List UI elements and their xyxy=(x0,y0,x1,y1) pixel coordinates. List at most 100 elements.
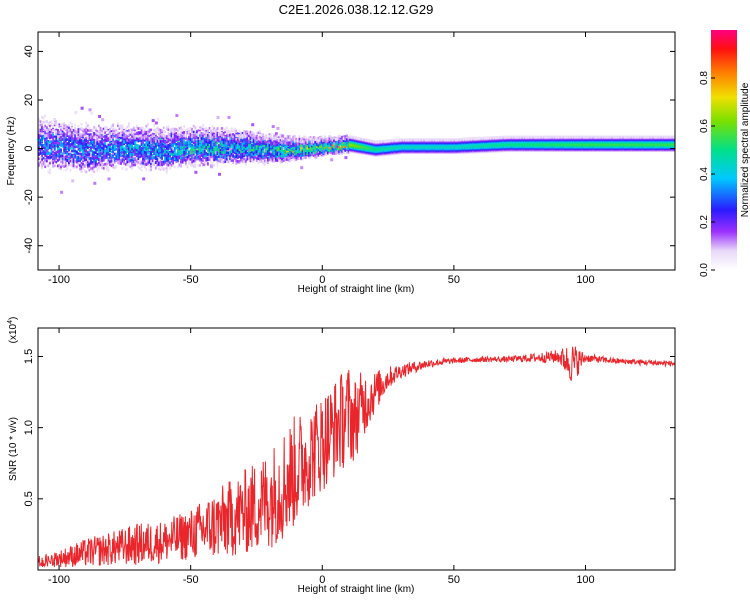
heatmap-cell xyxy=(178,129,181,132)
heatmap-cell xyxy=(259,131,261,135)
heatmap-cell xyxy=(90,146,92,149)
heatmap-cell xyxy=(243,146,246,149)
heatmap-cell xyxy=(64,159,67,163)
heatmap-cell xyxy=(252,141,255,145)
heatmap-cell xyxy=(200,154,203,157)
heatmap-cell xyxy=(88,158,91,162)
heatmap-cell xyxy=(202,143,205,147)
heatmap-cell xyxy=(181,134,184,138)
heatmap-cell xyxy=(218,131,220,135)
heatmap-cell xyxy=(218,152,220,156)
heatmap-cell xyxy=(237,155,239,158)
heatmap-cell xyxy=(148,136,151,140)
heatmap-cell xyxy=(183,148,186,151)
heatmap-cell xyxy=(129,165,132,169)
heatmap-cell xyxy=(295,139,298,143)
heatmap-cell xyxy=(52,156,54,159)
heatmap-cell xyxy=(39,160,42,164)
heatmap-cell xyxy=(181,156,184,160)
heatmap-cell xyxy=(273,146,276,150)
heatmap-cell xyxy=(154,132,157,135)
heatmap-cell xyxy=(195,143,198,147)
heatmap-outlier xyxy=(229,147,233,151)
heatmap-outlier xyxy=(276,126,280,130)
heatmap-cell xyxy=(117,148,119,151)
heatmap-cell xyxy=(45,136,48,140)
heatmap-cell xyxy=(251,159,253,163)
heatmap-cell xyxy=(55,150,58,154)
heatmap-cell xyxy=(102,159,105,162)
heatmap-cell xyxy=(117,136,119,140)
heatmap-cell xyxy=(128,138,130,142)
heatmap-cell xyxy=(298,145,301,149)
heatmap-cell xyxy=(112,141,114,144)
heatmap-cell xyxy=(112,152,114,155)
heatmap-cell xyxy=(154,128,157,131)
heatmap-cell xyxy=(233,151,236,154)
heatmap-cell xyxy=(181,159,184,162)
heatmap-cell xyxy=(218,135,220,139)
heatmap-cell xyxy=(221,160,223,163)
heatmap-cell xyxy=(251,131,253,134)
heatmap-cell xyxy=(68,163,70,166)
heatmap-cell xyxy=(94,135,97,138)
heatmap-cell xyxy=(216,158,219,161)
heatmap-cell xyxy=(172,143,174,147)
heatmap-cell xyxy=(235,162,238,165)
heatmap-cell xyxy=(240,136,242,139)
heatmap-outlier xyxy=(271,125,275,129)
heatmap-cell xyxy=(164,130,167,134)
heatmap-cell xyxy=(68,161,70,164)
heatmap-cell xyxy=(140,132,143,136)
heatmap-cell xyxy=(197,142,200,146)
heatmap-cell xyxy=(188,156,190,160)
heatmap-cell xyxy=(180,142,182,146)
heatmap-cell xyxy=(273,144,276,148)
heatmap-cell xyxy=(260,160,263,163)
heatmap-cell xyxy=(112,155,114,159)
heatmap-cell xyxy=(244,130,247,134)
heatmap-cell xyxy=(140,140,143,144)
heatmap-cell xyxy=(246,134,249,137)
heatmap-outlier xyxy=(225,141,229,145)
heatmap-cell xyxy=(128,164,130,167)
heatmap-cell xyxy=(53,135,56,139)
heatmap-cell xyxy=(132,136,135,140)
heatmap-cell xyxy=(199,157,201,161)
heatmap-cell xyxy=(186,148,189,152)
heatmap-cell xyxy=(173,132,176,135)
heatmap-cell xyxy=(117,158,119,161)
heatmap-cell xyxy=(255,138,258,142)
heatmap-cell xyxy=(200,148,203,151)
heatmap-cell xyxy=(153,138,156,141)
heatmap-cell xyxy=(72,132,75,136)
heatmap-cell xyxy=(93,136,96,139)
heatmap-cell xyxy=(115,129,118,132)
heatmap-cell xyxy=(93,151,96,154)
heatmap-cell xyxy=(93,126,96,129)
heatmap-cell xyxy=(117,124,119,128)
heatmap-cell xyxy=(161,134,163,138)
heatmap-cell xyxy=(41,116,43,119)
heatmap-cell xyxy=(45,139,48,143)
heatmap-cell xyxy=(69,147,72,150)
heatmap-cell xyxy=(42,146,45,150)
heatmap-cell xyxy=(254,153,257,157)
heatmap-cell xyxy=(205,143,208,147)
heatmap-cell xyxy=(82,148,84,152)
heatmap-cell xyxy=(135,159,138,163)
heatmap-cell xyxy=(96,142,99,145)
heatmap-cell xyxy=(199,155,201,158)
heatmap-cell xyxy=(93,132,96,135)
heatmap-cell xyxy=(186,141,189,145)
heatmap-cell xyxy=(276,141,279,145)
heatmap-cell xyxy=(159,128,162,132)
heatmap-cell xyxy=(222,160,225,164)
heatmap-cell xyxy=(178,152,181,155)
heatmap-cell xyxy=(120,146,122,149)
heatmap-cell xyxy=(156,141,159,144)
heatmap-cell xyxy=(229,152,231,155)
heatmap-cell xyxy=(199,140,201,144)
heatmap-outlier xyxy=(156,117,160,121)
heatmap-cell xyxy=(186,165,189,169)
